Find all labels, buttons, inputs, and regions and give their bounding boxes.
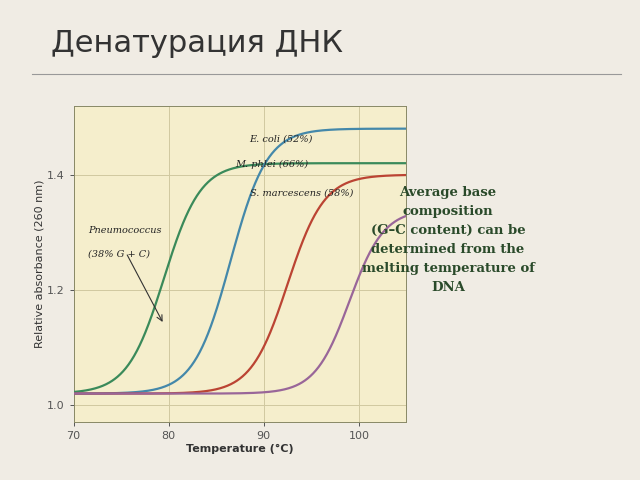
Text: E. coli (52%): E. coli (52%) [250,134,313,143]
Text: M. phlei (66%): M. phlei (66%) [236,160,308,169]
Text: (38% G + C): (38% G + C) [88,250,150,259]
Text: Average base
composition
(G–C content) can be
determined from the
melting temper: Average base composition (G–C content) c… [362,186,534,294]
Y-axis label: Relative absorbance (260 nm): Relative absorbance (260 nm) [34,180,44,348]
X-axis label: Temperature (°C): Temperature (°C) [186,444,294,454]
Text: S. marcescens (58%): S. marcescens (58%) [250,189,353,198]
Text: Денатурация ДНК: Денатурация ДНК [51,29,343,58]
Text: Pneumococcus: Pneumococcus [88,226,161,235]
